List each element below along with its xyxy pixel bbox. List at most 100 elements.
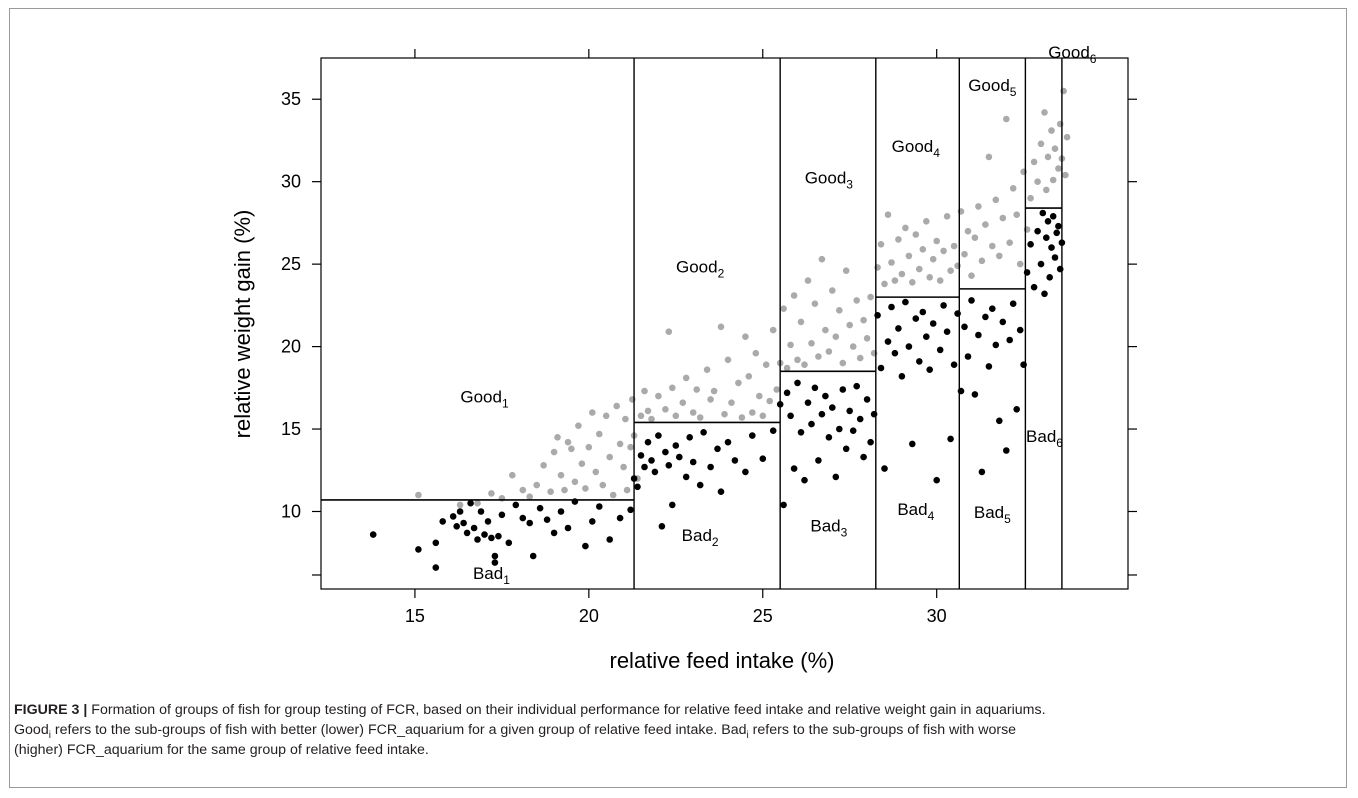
data-point [495, 532, 502, 540]
data-point [550, 529, 558, 537]
data-point [1030, 158, 1038, 166]
data-point [815, 353, 822, 360]
data-point [550, 448, 558, 456]
data-point [651, 468, 659, 476]
data-point [491, 559, 499, 566]
data-point [905, 252, 913, 260]
data-point [696, 414, 704, 421]
data-point [700, 429, 707, 436]
region-label-subscript: 5 [1004, 512, 1011, 526]
data-point [790, 292, 798, 299]
data-point [888, 259, 895, 266]
data-point [1003, 115, 1010, 123]
data-point [898, 270, 906, 278]
data-point [526, 519, 533, 527]
data-point [923, 218, 930, 225]
y-tick-label: 35 [281, 89, 301, 109]
data-point [488, 534, 495, 542]
x-axis-label: relative feed intake (%) [610, 648, 835, 673]
data-point [992, 341, 1000, 349]
region-label: Good5 [968, 76, 1017, 99]
region-label-base: Bad [974, 503, 1004, 522]
data-point [891, 349, 899, 357]
data-point [881, 465, 888, 472]
region-label: Bad6 [1026, 427, 1063, 450]
data-point [888, 303, 895, 311]
data-point [432, 564, 440, 571]
data-point [964, 353, 972, 360]
data-point [585, 443, 593, 451]
region-labels: Good1Bad1Good2Bad2Good3Bad3Good4Bad4Good… [460, 43, 1096, 587]
region-label-subscript: 1 [502, 397, 509, 411]
data-point [703, 366, 711, 374]
data-point [936, 277, 944, 284]
data-point [613, 402, 620, 410]
data-point [519, 486, 527, 494]
data-point [540, 462, 547, 469]
data-point [1041, 290, 1048, 298]
data-point [999, 318, 1007, 326]
data-point [762, 361, 770, 369]
data-point [474, 536, 481, 543]
region-label: Bad3 [810, 516, 847, 539]
data-point [606, 536, 613, 543]
data-point [759, 455, 767, 463]
region-label-subscript: 6 [1090, 52, 1097, 66]
data-point [1043, 234, 1050, 241]
data-point [968, 297, 975, 304]
data-point [1049, 213, 1057, 220]
data-point [669, 501, 676, 509]
data-point [769, 326, 777, 334]
caption-good-index: i [48, 729, 51, 741]
data-point [477, 508, 485, 515]
data-point [616, 514, 624, 522]
caption-line2a: refers to the sub-groups of fish with be… [50, 722, 722, 738]
data-point [749, 409, 756, 416]
data-point [895, 236, 902, 243]
data-point [662, 448, 669, 456]
data-point [996, 417, 1003, 425]
data-point [1048, 244, 1055, 251]
data-point [836, 425, 843, 433]
data-point [919, 246, 927, 253]
data-point [627, 506, 634, 514]
y-tick-label: 10 [281, 501, 301, 521]
data-point [895, 325, 902, 332]
region-label-base: Good [892, 137, 934, 156]
data-point [877, 364, 885, 372]
region-label-base: Good [968, 76, 1010, 95]
data-point [415, 491, 422, 499]
data-point [891, 277, 899, 284]
data-point [742, 468, 749, 476]
data-point [929, 255, 937, 263]
caption-good-word: Good [14, 722, 49, 738]
data-point [780, 501, 787, 509]
data-point [637, 452, 645, 459]
data-point [564, 438, 572, 446]
data-point [863, 335, 871, 342]
caption-line3: (higher) FCR_aquarium for the same group… [14, 742, 429, 758]
data-point [369, 531, 377, 538]
data-point [599, 481, 607, 489]
figure-label: FIGURE 3 | [14, 702, 88, 718]
data-point [853, 297, 860, 304]
data-point [836, 307, 843, 314]
data-point [919, 308, 927, 316]
region-label-base: Good [460, 388, 502, 407]
region-label-base: Bad [810, 516, 840, 535]
data-point [717, 323, 725, 331]
data-point [655, 432, 662, 439]
data-point [665, 328, 673, 336]
data-point [982, 221, 989, 228]
data-point [731, 457, 739, 464]
data-point [648, 457, 655, 464]
data-point [877, 241, 885, 248]
data-point [672, 442, 680, 449]
data-point [863, 396, 871, 403]
data-point [1055, 222, 1062, 230]
region-label-base: Bad [473, 564, 503, 583]
data-point [456, 501, 464, 509]
data-point [936, 346, 944, 354]
data-point [783, 364, 791, 372]
data-point [808, 340, 815, 347]
